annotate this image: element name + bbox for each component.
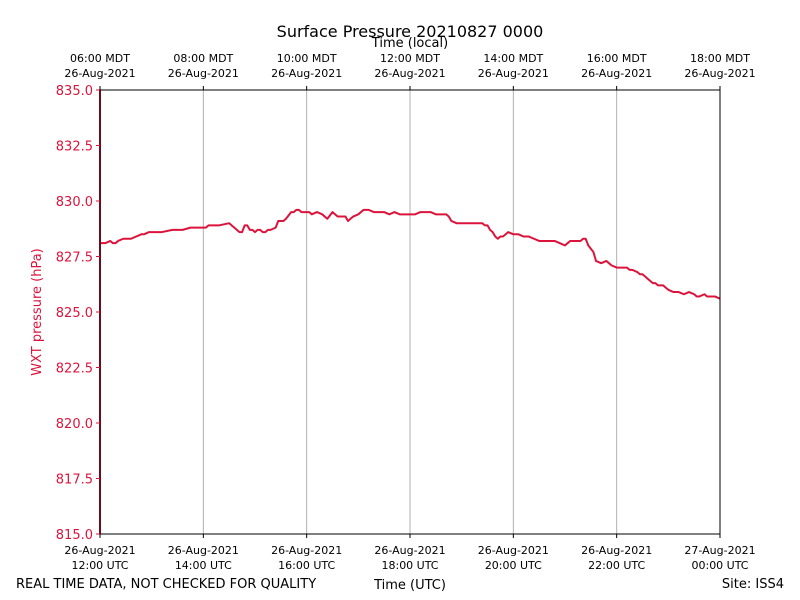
- y-axis: 815.0 817.5 820.0 822.5 825.0 827.5 830.0 832.5…: [56, 84, 100, 543]
- x-axis-bottom-title: Time (UTC): [373, 578, 446, 593]
- series-group: [99, 89, 721, 534]
- x-tick-label-time: 00:00 UTC: [691, 559, 748, 572]
- x-tick-label-date: 26-Aug-2021: [478, 544, 549, 557]
- x-top-tick-label-date: 26-Aug-2021: [64, 67, 135, 80]
- x-top-tick-label-date: 26-Aug-2021: [684, 67, 755, 80]
- x-top-tick-label-time: 12:00 MDT: [380, 52, 440, 65]
- x-top-tick-label-date: 26-Aug-2021: [271, 67, 342, 80]
- x-top-tick-label-time: 08:00 MDT: [173, 52, 233, 65]
- x-tick-label-date: 26-Aug-2021: [64, 544, 135, 557]
- y-axis-title: WXT pressure (hPa): [30, 248, 45, 376]
- disclaimer-text: REAL TIME DATA, NOT CHECKED FOR QUALITY: [16, 577, 316, 592]
- x-tick-label-time: 22:00 UTC: [588, 559, 645, 572]
- site-label: Site: ISS4: [722, 577, 784, 592]
- y-tick-label: 832.5: [56, 140, 93, 155]
- y-tick-label: 817.5: [56, 473, 93, 488]
- x-top-tick-label-time: 10:00 MDT: [277, 52, 337, 65]
- x-top-tick-label-time: 18:00 MDT: [690, 52, 750, 65]
- x-tick-label-time: 20:00 UTC: [485, 559, 542, 572]
- y-tick-label: 815.0: [56, 528, 93, 543]
- chart-title: Surface Pressure 20210827 0000: [277, 22, 544, 41]
- y-tick-label: 820.0: [56, 417, 93, 432]
- x-top-tick-label-time: 14:00 MDT: [483, 52, 543, 65]
- y-tick-label: 822.5: [56, 362, 93, 377]
- x-top-tick-label-date: 26-Aug-2021: [581, 67, 652, 80]
- x-tick-label-time: 18:00 UTC: [381, 559, 438, 572]
- x-tick-label-date: 26-Aug-2021: [271, 544, 342, 557]
- x-axis-bottom: 26-Aug-2021 12:00 UTC 26-Aug-2021 14:00 UTC…: [64, 534, 756, 572]
- x-top-tick-label-time: 16:00 MDT: [587, 52, 647, 65]
- x-axis-top: 06:00 MDT 26-Aug-2021 08:00 MDT 26-Aug-2021…: [64, 52, 756, 90]
- x-tick-label-time: 14:00 UTC: [175, 559, 232, 572]
- x-top-tick-label-time: 06:00 MDT: [70, 52, 130, 65]
- y-tick-label: 830.0: [56, 195, 93, 210]
- y-tick-label: 827.5: [56, 251, 93, 266]
- y-tick-label: 825.0: [56, 306, 93, 321]
- x-tick-label-date: 26-Aug-2021: [168, 544, 239, 557]
- vertical-gridlines: [202, 90, 618, 534]
- series-line-pressure: [99, 89, 721, 534]
- x-top-tick-label-date: 26-Aug-2021: [478, 67, 549, 80]
- x-top-tick-label-date: 26-Aug-2021: [168, 67, 239, 80]
- y-tick-label: 835.0: [56, 84, 93, 99]
- x-tick-label-time: 12:00 UTC: [71, 559, 128, 572]
- x-tick-label-date: 26-Aug-2021: [581, 544, 652, 557]
- x-top-tick-label-date: 26-Aug-2021: [374, 67, 445, 80]
- x-tick-label-time: 16:00 UTC: [278, 559, 335, 572]
- x-tick-label-date: 26-Aug-2021: [374, 544, 445, 557]
- x-axis-top-title: Time (local): [371, 36, 448, 51]
- x-tick-label-date: 27-Aug-2021: [684, 544, 755, 557]
